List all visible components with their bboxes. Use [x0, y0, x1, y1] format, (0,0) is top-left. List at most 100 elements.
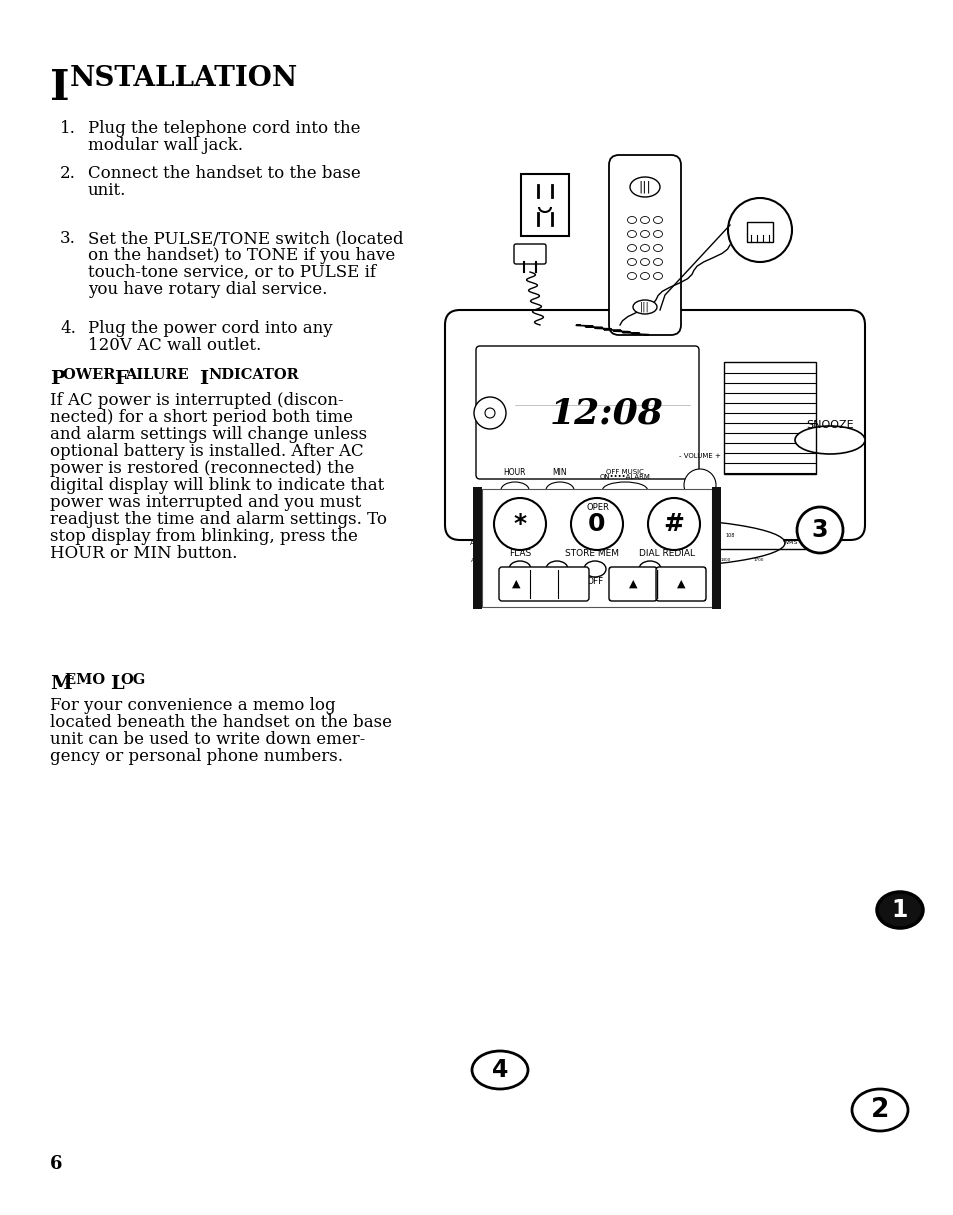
Circle shape	[683, 469, 716, 501]
Text: I: I	[50, 67, 70, 109]
Text: power is restored (reconnected) the: power is restored (reconnected) the	[50, 460, 354, 477]
Text: 1.: 1.	[60, 120, 76, 137]
Circle shape	[647, 498, 700, 550]
Text: AM: AM	[471, 558, 478, 563]
Bar	[711, 487, 720, 609]
Text: Plug the telephone cord into the: Plug the telephone cord into the	[88, 120, 360, 137]
Text: 1000: 1000	[654, 558, 664, 563]
Text: 2.: 2.	[60, 165, 76, 182]
Text: 96: 96	[600, 533, 606, 538]
Text: touch-tone service, or to PULSE if: touch-tone service, or to PULSE if	[88, 264, 375, 281]
Text: 800: 800	[590, 558, 598, 563]
Ellipse shape	[500, 503, 529, 519]
Ellipse shape	[583, 561, 605, 577]
Text: M: M	[50, 676, 71, 693]
Text: 4: 4	[492, 1058, 508, 1083]
Text: PULSE: PULSE	[622, 576, 651, 586]
Text: I: I	[199, 371, 208, 388]
Text: F: F	[113, 371, 128, 388]
Text: 1200: 1200	[687, 558, 698, 563]
Text: 4.: 4.	[60, 320, 76, 337]
Text: 120V AC wall outlet.: 120V AC wall outlet.	[88, 337, 261, 354]
Text: NSTALLATION: NSTALLATION	[70, 64, 298, 92]
Text: LO: LO	[551, 576, 562, 586]
Ellipse shape	[639, 561, 660, 577]
Text: nected) for a short period both time: nected) for a short period both time	[50, 409, 353, 426]
Text: OFF: OFF	[586, 576, 603, 586]
Text: 2: 2	[870, 1097, 888, 1123]
Bar	[481, 488, 711, 608]
Ellipse shape	[653, 259, 661, 266]
Text: Set the PULSE/TONE switch (located: Set the PULSE/TONE switch (located	[88, 230, 403, 247]
Ellipse shape	[639, 231, 649, 237]
Ellipse shape	[629, 177, 659, 197]
Ellipse shape	[475, 518, 784, 567]
Text: 530: 530	[491, 558, 498, 563]
Text: 3.: 3.	[60, 230, 76, 247]
Ellipse shape	[851, 1089, 907, 1131]
Text: WMS: WMS	[781, 541, 797, 546]
Text: 1: 1	[891, 898, 907, 922]
Text: gency or personal phone numbers.: gency or personal phone numbers.	[50, 748, 343, 765]
Ellipse shape	[627, 231, 636, 237]
Text: TONE: TONE	[661, 576, 685, 586]
Text: For your convenience a memo log: For your convenience a memo log	[50, 697, 335, 714]
Ellipse shape	[545, 561, 567, 577]
Ellipse shape	[627, 259, 636, 266]
Ellipse shape	[876, 892, 923, 928]
Text: If AC power is interrupted (discon-: If AC power is interrupted (discon-	[50, 392, 343, 409]
Text: 92: 92	[558, 533, 564, 538]
Ellipse shape	[639, 216, 649, 224]
Ellipse shape	[653, 272, 661, 279]
Text: 88: 88	[517, 533, 522, 538]
Ellipse shape	[794, 426, 864, 454]
Text: ON••••ALARM: ON••••ALARM	[598, 474, 650, 480]
Text: WAKE: WAKE	[548, 488, 571, 498]
Text: #: #	[662, 512, 684, 536]
Text: 1400: 1400	[720, 558, 730, 563]
Circle shape	[484, 408, 495, 418]
FancyBboxPatch shape	[498, 567, 588, 601]
Text: OFF MUSIC: OFF MUSIC	[605, 469, 643, 475]
Ellipse shape	[639, 244, 649, 252]
Text: FLAS: FLAS	[508, 548, 531, 558]
Ellipse shape	[627, 244, 636, 252]
Text: SNOOZE: SNOOZE	[805, 420, 853, 430]
Ellipse shape	[639, 272, 649, 279]
Text: AILURE: AILURE	[125, 368, 193, 382]
Ellipse shape	[653, 231, 661, 237]
Bar	[473, 487, 481, 609]
Text: ▲: ▲	[511, 580, 519, 589]
Text: you have rotary dial service.: you have rotary dial service.	[88, 281, 327, 298]
Text: unit.: unit.	[88, 182, 126, 199]
Ellipse shape	[472, 1051, 527, 1089]
Text: |||: |||	[638, 181, 651, 193]
Text: OWER: OWER	[63, 368, 120, 382]
Text: AM: AM	[469, 539, 480, 546]
Text: ▲: ▲	[676, 580, 684, 589]
Ellipse shape	[627, 272, 636, 279]
Text: EMO: EMO	[65, 673, 111, 686]
Ellipse shape	[602, 482, 647, 498]
Text: 900: 900	[622, 558, 630, 563]
Text: readjust the time and alarm settings. To: readjust the time and alarm settings. To	[50, 512, 387, 529]
Text: P: P	[50, 371, 65, 388]
Text: optional battery is installed. After AC: optional battery is installed. After AC	[50, 443, 363, 460]
FancyBboxPatch shape	[608, 567, 657, 601]
Text: stop display from blinking, press the: stop display from blinking, press the	[50, 529, 357, 546]
FancyBboxPatch shape	[476, 346, 699, 479]
Text: OG: OG	[120, 673, 145, 686]
Ellipse shape	[653, 216, 661, 224]
Text: on the handset) to TONE if you have: on the handset) to TONE if you have	[88, 247, 395, 264]
Ellipse shape	[545, 503, 574, 519]
Text: unit can be used to write down emer-: unit can be used to write down emer-	[50, 731, 365, 748]
Text: |||: |||	[639, 301, 649, 312]
Text: 3: 3	[811, 518, 827, 542]
Circle shape	[727, 198, 791, 262]
Text: Plug the power cord into any: Plug the power cord into any	[88, 320, 333, 337]
Text: 100: 100	[640, 533, 650, 538]
Circle shape	[474, 397, 505, 429]
Circle shape	[571, 498, 622, 550]
Text: HI: HI	[515, 576, 524, 586]
Bar	[746, 222, 772, 242]
